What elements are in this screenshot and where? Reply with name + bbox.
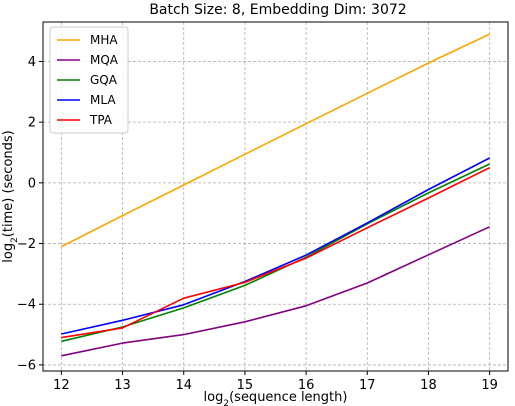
legend-label-mla: MLA <box>90 93 116 107</box>
legend-label-mha: MHA <box>90 33 118 47</box>
x-axis-label-log: log <box>204 390 224 405</box>
x-axis-label-subscript: 2 <box>223 399 229 406</box>
legend-box <box>49 26 129 134</box>
y-axis-label-text: (time) (seconds) <box>1 130 16 237</box>
x-tick-label: 18 <box>420 378 437 393</box>
x-tick-label: 15 <box>237 378 254 393</box>
x-tick-label: 12 <box>53 378 70 393</box>
y-tick-label: −2 <box>17 237 36 252</box>
y-axis-label: log2(time) (seconds) <box>1 130 20 263</box>
legend-label-gqa: GQA <box>90 73 118 87</box>
y-tick-label: −4 <box>17 298 36 313</box>
y-tick-label: 4 <box>28 55 36 70</box>
legend: MHA MQA GQA MLA TPA <box>49 26 129 134</box>
series-line-mha <box>61 33 490 248</box>
series-lines <box>61 33 490 357</box>
y-tick-label: 2 <box>28 116 36 131</box>
legend-label-tpa: TPA <box>89 113 113 127</box>
y-tick-label: −6 <box>17 358 36 373</box>
axis-ticks: 12 13 14 15 16 17 18 19 −6 −4 −2 0 2 4 <box>17 55 498 393</box>
x-axis-label: log2(sequence length) <box>204 390 348 406</box>
series-line-tpa <box>61 166 490 339</box>
plot-frame <box>42 21 509 372</box>
x-tick-label: 17 <box>359 378 376 393</box>
x-tick-label: 16 <box>298 378 315 393</box>
y-axis-label-subscript: 2 <box>10 237 20 243</box>
chart-title: Batch Size: 8, Embedding Dim: 3072 <box>149 2 406 18</box>
x-tick-label: 13 <box>114 378 131 393</box>
series-line-mla <box>61 157 490 335</box>
legend-label-mqa: MQA <box>90 53 119 67</box>
y-axis-label-log: log <box>1 243 16 263</box>
x-axis-label-text: (sequence length) <box>229 390 347 405</box>
series-line-mqa <box>61 226 490 357</box>
x-tick-label: 19 <box>481 378 498 393</box>
x-tick-label: 14 <box>175 378 192 393</box>
y-tick-label: 0 <box>28 176 36 191</box>
